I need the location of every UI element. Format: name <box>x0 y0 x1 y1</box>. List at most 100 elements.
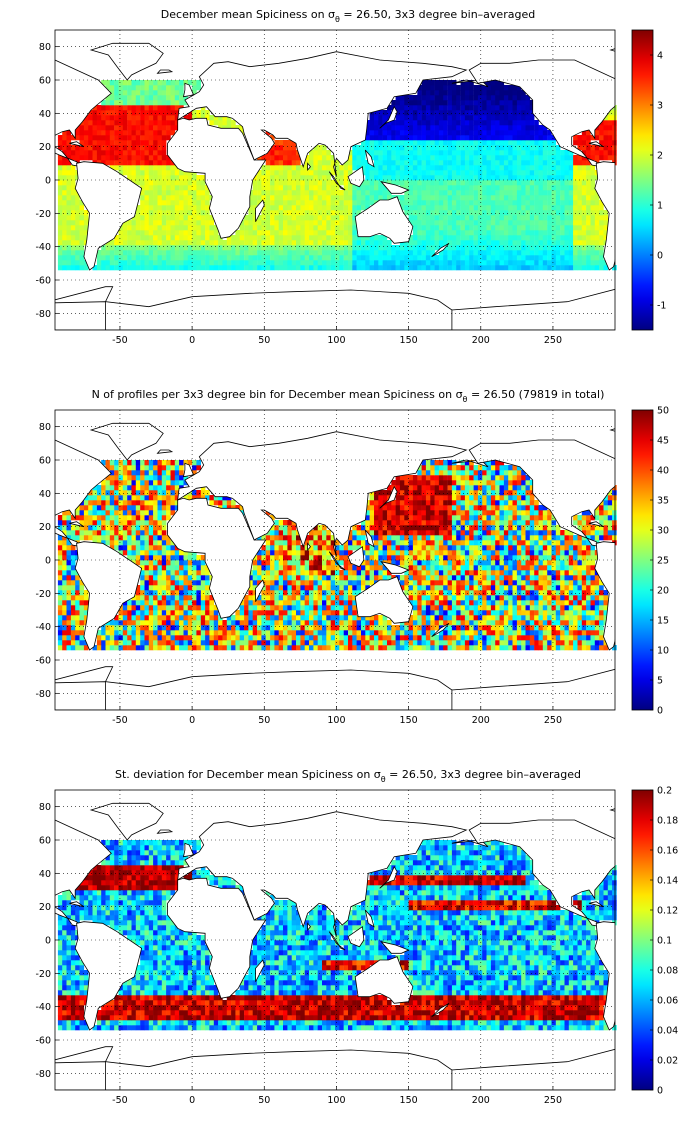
data-cell <box>443 255 448 261</box>
data-cell <box>534 615 539 621</box>
data-cell <box>456 155 461 161</box>
data-cell <box>512 140 518 146</box>
data-cell <box>330 260 336 266</box>
data-cell <box>525 240 531 246</box>
data-cell <box>270 630 275 636</box>
data-cell <box>179 80 184 86</box>
data-cell <box>477 235 483 241</box>
data-cell <box>387 245 392 251</box>
data-cell <box>590 635 596 641</box>
data-cell <box>205 225 210 231</box>
data-cell <box>590 210 596 216</box>
data-cell <box>599 640 604 646</box>
data-cell <box>339 235 344 241</box>
data-cell <box>404 185 409 191</box>
data-cell <box>161 150 167 156</box>
data-cell <box>309 640 314 646</box>
data-cell <box>361 145 366 151</box>
data-cell <box>109 135 115 141</box>
data-cell <box>503 630 509 636</box>
data-cell <box>330 170 336 176</box>
data-cell <box>343 595 349 601</box>
data-cell <box>391 625 396 631</box>
data-cell <box>339 170 344 176</box>
data-cell <box>421 180 427 186</box>
data-cell <box>477 125 483 131</box>
data-cell <box>200 255 206 261</box>
data-cell <box>144 225 150 231</box>
data-cell <box>438 165 444 171</box>
data-cell <box>499 635 505 641</box>
data-cell <box>443 265 448 271</box>
data-cell <box>477 140 483 146</box>
data-cell <box>300 240 305 246</box>
data-cell <box>456 190 461 196</box>
data-cell <box>469 595 474 601</box>
data-cell <box>62 205 67 211</box>
data-cell <box>434 150 440 156</box>
data-cell <box>581 250 587 256</box>
data-cell <box>140 615 145 621</box>
data-cell <box>499 210 505 216</box>
data-cell <box>564 645 570 651</box>
data-cell <box>127 85 132 91</box>
data-cell <box>434 230 440 236</box>
data-cell <box>335 615 340 621</box>
data-cell <box>70 170 76 176</box>
data-cell <box>231 245 236 251</box>
data-cell <box>499 135 505 141</box>
data-cell <box>387 265 392 271</box>
data-cell <box>425 600 431 606</box>
data-cell <box>525 615 531 621</box>
data-cell <box>425 80 431 86</box>
data-cell <box>469 610 474 616</box>
data-cell <box>573 215 578 221</box>
data-cell <box>547 130 552 136</box>
y-tick-label: 60 <box>39 76 51 87</box>
data-cell <box>75 215 80 221</box>
data-cell <box>473 110 479 116</box>
data-cell <box>577 260 583 266</box>
data-cell <box>287 250 292 256</box>
data-cell <box>278 245 284 251</box>
data-cell <box>438 615 444 621</box>
data-cell <box>109 260 115 266</box>
data-cell <box>555 240 561 246</box>
data-cell <box>382 195 388 201</box>
data-cell <box>335 195 340 201</box>
data-cell <box>287 630 292 636</box>
data-cell <box>391 130 396 136</box>
data-cell <box>599 250 604 256</box>
data-cell <box>75 600 80 606</box>
data-cell <box>603 230 609 236</box>
data-cell <box>542 165 548 171</box>
data-cell <box>542 630 548 636</box>
data-cell <box>430 110 435 116</box>
data-cell <box>447 95 453 101</box>
data-cell <box>57 595 63 601</box>
data-cell <box>274 585 279 591</box>
data-cell <box>378 195 383 201</box>
data-cell <box>170 635 176 641</box>
data-cell <box>283 155 288 161</box>
data-cell <box>317 230 323 236</box>
data-cell <box>374 630 379 636</box>
data-cell <box>157 610 163 616</box>
data-cell <box>231 125 236 131</box>
data-cell <box>75 145 80 151</box>
data-cell <box>317 160 323 166</box>
data-cell <box>218 255 223 261</box>
data-cell <box>252 185 258 191</box>
data-cell <box>408 160 414 166</box>
data-cell <box>430 85 435 91</box>
data-cell <box>257 175 262 181</box>
data-cell <box>239 260 245 266</box>
data-cell <box>274 625 279 631</box>
data-cell <box>460 150 466 156</box>
data-cell <box>529 140 535 146</box>
data-cell <box>408 175 414 181</box>
data-cell <box>451 225 457 231</box>
data-cell <box>166 640 171 646</box>
data-cell <box>122 640 128 646</box>
data-cell <box>300 600 305 606</box>
